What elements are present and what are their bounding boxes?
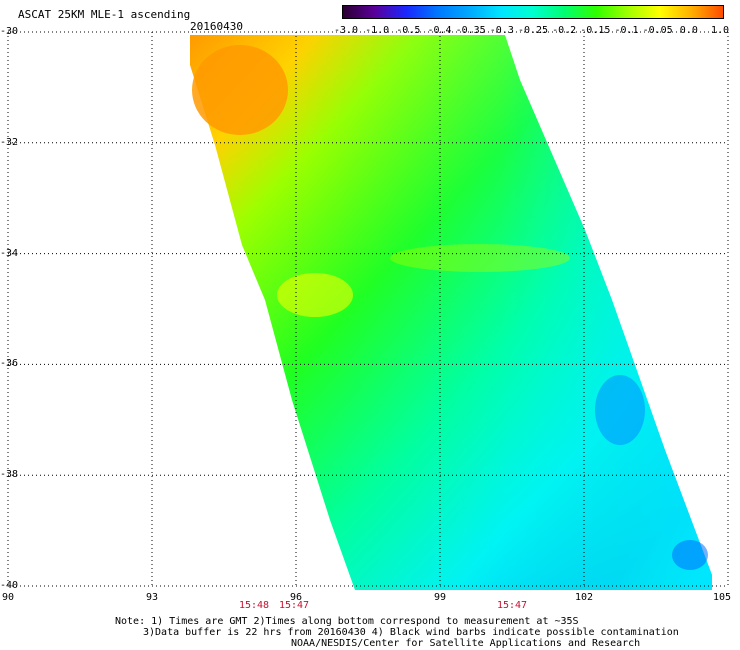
- longitude-label: 93: [145, 592, 159, 603]
- note-line-1: Note: 1) Times are GMT 2)Times along bot…: [115, 616, 579, 627]
- colorbar-tick-label: -0.25: [517, 25, 549, 36]
- longitude-label: 96: [289, 592, 303, 603]
- colorbar-tick-label: -0.3: [489, 25, 514, 36]
- latitude-label: -40: [0, 580, 18, 591]
- colorbar-tick-label: -0.05: [642, 25, 673, 36]
- colorbar-tick-label: -0.15: [580, 25, 611, 36]
- latitude-label: -32: [0, 136, 18, 148]
- colorbar-tick-label: 0.0: [679, 25, 698, 36]
- map-date: 20160430: [190, 20, 243, 33]
- longitude-label: 102: [574, 592, 594, 603]
- blue-patch-2: [672, 540, 708, 570]
- colorbar-tick-label: -0.4: [427, 25, 452, 36]
- colorbar-tick-label: 1.0: [710, 25, 730, 36]
- lat-lon-grid: [7, 31, 729, 587]
- colorbar-tick-label: -0.35: [455, 25, 486, 36]
- colorbar: [342, 5, 724, 19]
- colorbar-tick-label: -1.0: [365, 25, 390, 36]
- note-line-2: 3)Data buffer is 22 hrs from 20160430 4)…: [143, 627, 679, 638]
- map-title: ASCAT 25KM MLE-1 ascending: [18, 8, 191, 21]
- note-line-3: NOAA/NESDIS/Center for Satellite Applica…: [291, 638, 641, 649]
- latitude-label: -38: [0, 469, 18, 481]
- swath-overlay: [292, 35, 712, 590]
- colorbar-tick-label: -0.5: [396, 25, 421, 36]
- latitude-label: -36: [0, 358, 18, 370]
- longitude-label: 105: [712, 592, 732, 603]
- colorbar-tick-label: -0.2: [552, 25, 577, 36]
- high-wind-patch: [192, 45, 288, 135]
- longitude-label: 99: [433, 592, 447, 603]
- time-label: 15:48: [238, 600, 270, 611]
- latitude-label: -30: [0, 26, 18, 37]
- colorbar-tick-label: -3.0: [333, 25, 359, 36]
- yellow-patch: [277, 273, 353, 317]
- latitude-label: -34: [0, 247, 18, 259]
- colorbar-tick-label: -0.1: [614, 25, 639, 36]
- longitude-label: 90: [1, 592, 15, 603]
- band-patch: [390, 244, 570, 272]
- blue-patch-1: [595, 375, 645, 445]
- time-label: 15:47: [278, 600, 310, 611]
- time-label: 15:47: [496, 600, 528, 611]
